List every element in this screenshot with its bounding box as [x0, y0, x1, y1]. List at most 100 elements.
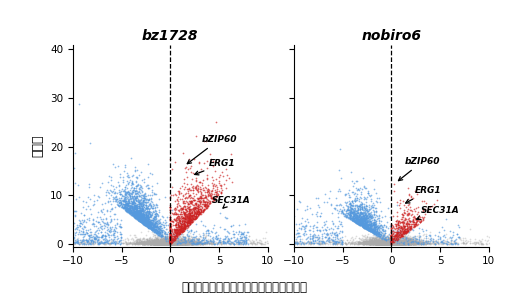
Point [135, 217, 144, 222]
Point [159, 241, 167, 246]
Point [395, 241, 403, 246]
Point [174, 211, 182, 216]
Point [354, 214, 362, 219]
Point [368, 229, 376, 234]
Point [176, 241, 185, 246]
Point [145, 225, 153, 230]
Point [190, 241, 198, 246]
Point [371, 241, 380, 246]
Point [131, 210, 139, 214]
Point [157, 241, 165, 246]
Point [166, 230, 174, 235]
Point [210, 223, 218, 228]
Point [96, 222, 105, 226]
Point [177, 238, 185, 243]
Point [140, 238, 148, 243]
Point [379, 241, 387, 246]
Point [396, 241, 405, 246]
Point [126, 204, 134, 209]
Point [381, 241, 389, 246]
Point [152, 238, 160, 243]
Point [128, 200, 136, 204]
Point [188, 241, 196, 246]
Point [161, 241, 170, 246]
Point [190, 203, 198, 208]
Point [385, 238, 394, 243]
Point [362, 213, 370, 218]
Point [157, 239, 165, 244]
Point [387, 222, 395, 227]
Point [105, 241, 113, 246]
Point [388, 238, 397, 243]
Point [347, 235, 355, 240]
Point [393, 242, 401, 247]
Point [166, 236, 174, 241]
Point [166, 240, 175, 245]
Point [196, 238, 204, 243]
Point [386, 215, 394, 219]
Point [171, 241, 179, 245]
Point [170, 240, 178, 245]
Point [376, 236, 385, 241]
Point [189, 239, 197, 244]
Point [393, 242, 401, 247]
Point [134, 211, 142, 215]
Point [359, 225, 368, 230]
Point [408, 239, 417, 244]
Point [431, 241, 439, 246]
Point [400, 240, 409, 244]
Point [175, 223, 184, 228]
Point [111, 197, 120, 202]
Point [142, 222, 150, 227]
Point [151, 241, 159, 246]
Point [140, 240, 148, 245]
Point [182, 239, 190, 244]
Point [150, 239, 159, 244]
Point [172, 211, 180, 216]
Point [158, 228, 166, 232]
Point [405, 222, 413, 227]
Point [377, 239, 385, 244]
Point [109, 229, 118, 233]
Point [346, 202, 355, 206]
Point [336, 229, 344, 233]
Point [378, 239, 386, 244]
Point [323, 238, 331, 243]
Point [224, 239, 232, 244]
Point [184, 240, 192, 245]
Point [157, 241, 165, 246]
Point [189, 213, 197, 217]
Point [110, 226, 118, 231]
Point [207, 192, 215, 197]
Point [372, 238, 380, 242]
Point [237, 241, 245, 246]
Point [143, 242, 151, 247]
Point [174, 208, 183, 213]
Point [400, 237, 408, 242]
Point [358, 220, 367, 225]
Point [198, 237, 206, 242]
Point [177, 241, 186, 246]
Point [124, 206, 133, 211]
Point [175, 240, 183, 245]
Point [154, 241, 163, 246]
Point [192, 242, 200, 247]
Point [379, 239, 387, 244]
Point [182, 214, 190, 219]
Point [384, 240, 393, 245]
Point [177, 240, 186, 245]
Point [184, 240, 192, 245]
Point [154, 241, 162, 246]
Point [415, 241, 424, 246]
Point [115, 184, 123, 188]
Point [131, 206, 139, 211]
Point [85, 241, 94, 246]
Point [389, 223, 398, 228]
Point [405, 241, 413, 246]
Point [181, 217, 190, 222]
Point [382, 239, 390, 244]
Point [138, 206, 146, 211]
Point [176, 241, 184, 246]
Point [387, 241, 396, 246]
Point [145, 186, 153, 190]
